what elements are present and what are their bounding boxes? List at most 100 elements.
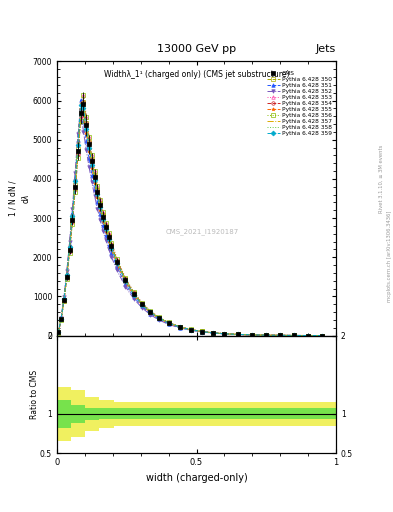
Pythia 6.428 358 — [103, 224, 108, 230]
Pythia 6.428 352 — [92, 193, 97, 199]
Pythia 6.428 350 — [250, 332, 255, 338]
Pythia 6.428 358 — [95, 188, 100, 195]
Pythia 6.428 356 — [166, 319, 171, 326]
Pythia 6.428 353 — [70, 218, 75, 224]
Pythia 6.428 352 — [292, 332, 296, 338]
Pythia 6.428 352 — [78, 109, 83, 115]
Pythia 6.428 352 — [200, 329, 204, 335]
Pythia 6.428 358 — [92, 174, 97, 180]
Pythia 6.428 350 — [278, 332, 283, 338]
Pythia 6.428 357 — [236, 331, 241, 337]
Pythia 6.428 353 — [59, 316, 64, 323]
Pythia 6.428 356 — [90, 152, 94, 158]
Pythia 6.428 357 — [87, 141, 92, 147]
Pythia 6.428 350 — [84, 120, 89, 126]
Pythia 6.428 359 — [59, 315, 64, 322]
Pythia 6.428 357 — [278, 332, 283, 338]
Pythia 6.428 359 — [87, 145, 92, 151]
Pythia 6.428 355 — [140, 302, 145, 308]
Pythia 6.428 351 — [90, 172, 94, 178]
Pythia 6.428 352 — [109, 253, 114, 260]
Pythia 6.428 354 — [59, 316, 64, 323]
Pythia 6.428 356 — [103, 220, 108, 226]
Pythia 6.428 350 — [101, 212, 105, 219]
Pythia 6.428 354 — [98, 200, 103, 206]
Pythia 6.428 355 — [59, 315, 64, 322]
X-axis label: width (charged-only): width (charged-only) — [146, 473, 247, 482]
Pythia 6.428 359 — [131, 291, 136, 297]
Pythia 6.428 353 — [306, 332, 310, 338]
Pythia 6.428 353 — [56, 329, 61, 335]
Pythia 6.428 356 — [78, 118, 83, 124]
Pythia 6.428 354 — [81, 99, 86, 105]
Pythia 6.428 353 — [177, 324, 182, 330]
Pythia 6.428 354 — [92, 173, 97, 179]
Pythia 6.428 351 — [200, 329, 204, 335]
Pythia 6.428 356 — [56, 330, 61, 336]
Pythia 6.428 350 — [103, 223, 108, 229]
Pythia 6.428 352 — [87, 164, 92, 170]
Pythia 6.428 357 — [211, 330, 216, 336]
Pythia 6.428 351 — [106, 242, 111, 248]
Pythia 6.428 354 — [264, 332, 269, 338]
Pythia 6.428 356 — [222, 331, 227, 337]
Pythia 6.428 358 — [115, 259, 119, 265]
Pythia 6.428 352 — [75, 131, 80, 137]
Pythia 6.428 354 — [292, 332, 296, 338]
Pythia 6.428 359 — [264, 332, 269, 338]
Pythia 6.428 350 — [140, 301, 145, 307]
Pythia 6.428 359 — [103, 226, 108, 232]
Pythia 6.428 356 — [95, 183, 100, 189]
Pythia 6.428 352 — [250, 332, 255, 338]
Pythia 6.428 354 — [236, 331, 241, 337]
Pythia 6.428 355 — [90, 165, 94, 171]
Pythia 6.428 359 — [222, 331, 227, 337]
Pythia 6.428 356 — [148, 308, 153, 314]
Pythia 6.428 359 — [109, 245, 114, 251]
Pythia 6.428 350 — [98, 200, 103, 206]
Pythia 6.428 356 — [250, 332, 255, 338]
Pythia 6.428 353 — [278, 332, 283, 338]
Pythia 6.428 351 — [148, 311, 153, 317]
Pythia 6.428 356 — [236, 331, 241, 337]
Pythia 6.428 353 — [250, 332, 255, 338]
Pythia 6.428 351 — [189, 327, 193, 333]
Pythia 6.428 353 — [211, 330, 216, 336]
Text: 13000 GeV pp: 13000 GeV pp — [157, 44, 236, 54]
Pythia 6.428 358 — [156, 315, 161, 321]
Pythia 6.428 353 — [62, 297, 66, 304]
Pythia 6.428 357 — [140, 301, 145, 307]
Pythia 6.428 353 — [87, 134, 92, 140]
Pythia 6.428 352 — [306, 332, 310, 338]
Pythia 6.428 351 — [59, 315, 64, 321]
Pythia 6.428 355 — [306, 332, 310, 338]
Pythia 6.428 359 — [56, 329, 61, 335]
Pythia 6.428 355 — [95, 194, 100, 200]
Pythia 6.428 358 — [292, 332, 296, 338]
Pythia 6.428 352 — [103, 237, 108, 243]
Pythia 6.428 353 — [236, 331, 241, 337]
Pythia 6.428 356 — [92, 168, 97, 174]
Pythia 6.428 358 — [140, 301, 145, 307]
Pythia 6.428 358 — [62, 297, 66, 303]
Line: Pythia 6.428 356: Pythia 6.428 356 — [57, 93, 324, 337]
Pythia 6.428 358 — [59, 316, 64, 322]
Pythia 6.428 356 — [131, 289, 136, 295]
Pythia 6.428 353 — [222, 331, 227, 337]
Pythia 6.428 355 — [200, 329, 204, 335]
Pythia 6.428 356 — [320, 332, 325, 338]
Pythia 6.428 350 — [306, 332, 310, 338]
Pythia 6.428 358 — [109, 243, 114, 249]
Pythia 6.428 356 — [87, 134, 92, 140]
Pythia 6.428 351 — [95, 199, 100, 205]
Pythia 6.428 354 — [70, 219, 75, 225]
Line: Pythia 6.428 352: Pythia 6.428 352 — [57, 110, 324, 337]
Pythia 6.428 358 — [131, 291, 136, 297]
Pythia 6.428 352 — [236, 331, 241, 337]
Pythia 6.428 354 — [189, 327, 193, 333]
Pythia 6.428 358 — [200, 329, 204, 335]
Pythia 6.428 354 — [200, 328, 204, 334]
Pythia 6.428 357 — [189, 327, 193, 333]
Pythia 6.428 351 — [123, 281, 128, 287]
Pythia 6.428 355 — [222, 331, 227, 337]
